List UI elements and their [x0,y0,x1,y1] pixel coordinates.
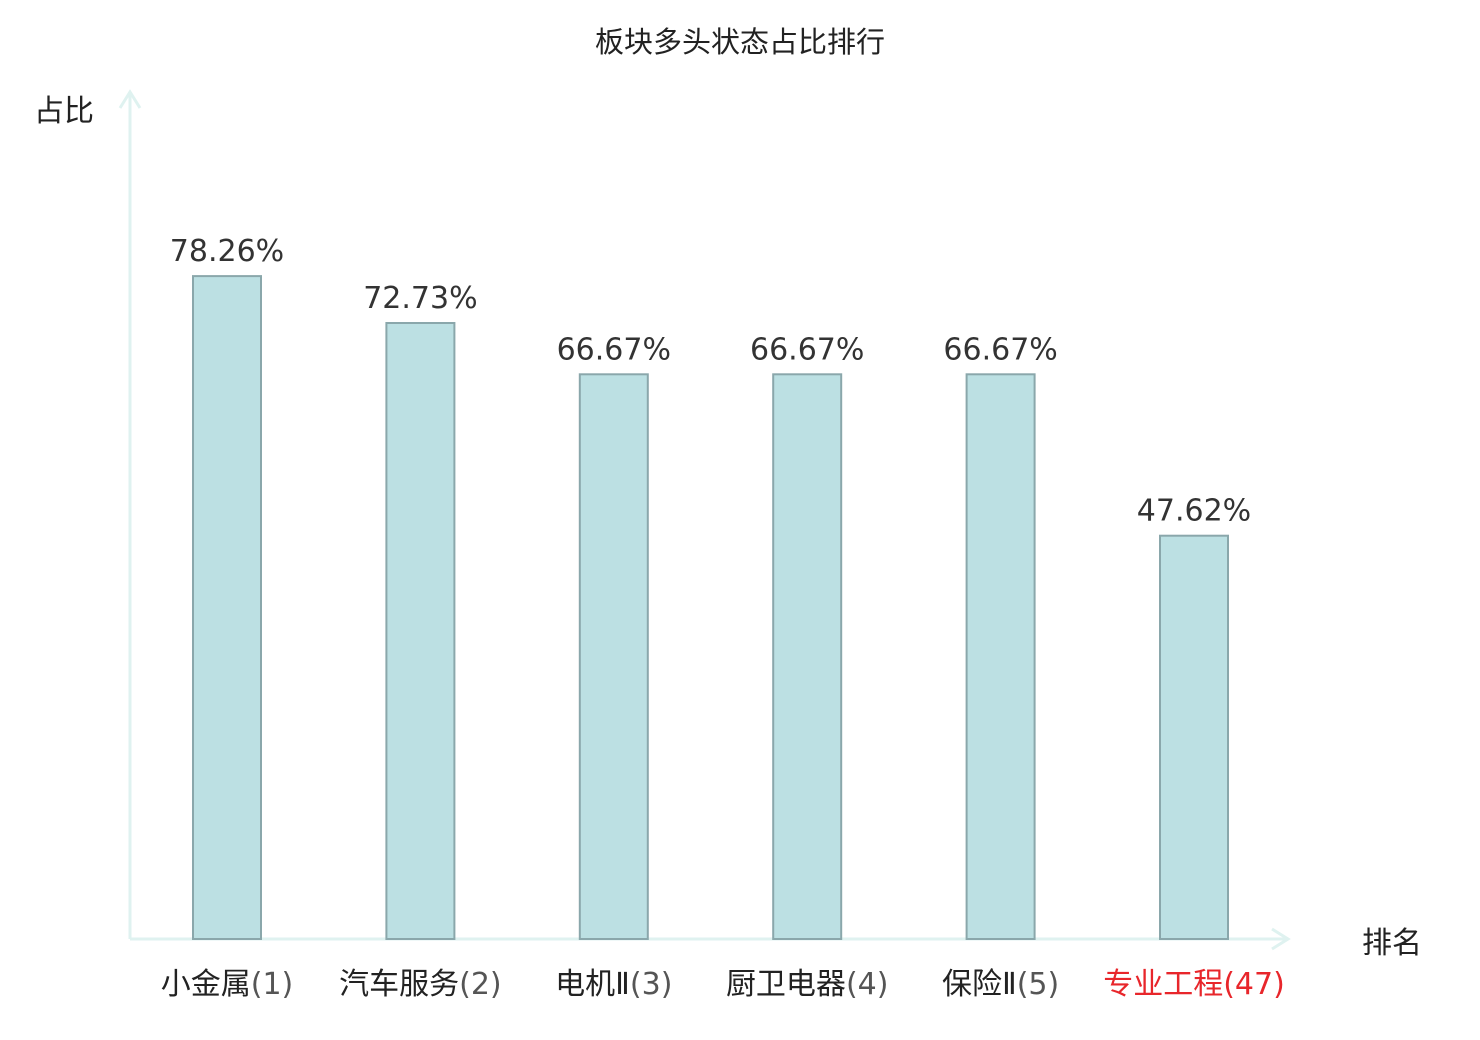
category-name: 专业工程 [1103,967,1223,1002]
x-tick-label-1: 小金属(1) [161,967,294,1002]
bar-5 [965,373,1036,940]
x-tick-label-4: 厨卫电器(4) [726,967,889,1002]
category-name: 电机Ⅱ [555,967,630,1002]
category-rank: (1) [251,967,294,1002]
bar-3 [578,373,649,940]
data-label-5: 66.67% [943,332,1057,367]
value-labels-group: 78.26% 72.73% 66.67% 66.67% 66.67% 47.62% [170,234,1251,529]
data-label-4: 66.67% [750,332,864,367]
bar-6 [1159,534,1229,940]
x-tick-label-6: 专业工程(47) [1103,967,1285,1002]
bar-2 [385,322,456,940]
x-axis-label: 排名 [1362,926,1422,961]
category-rank: (3) [630,967,673,1002]
bar-1 [192,275,262,941]
category-rank: (5) [1017,967,1060,1002]
category-rank: (4) [846,967,889,1002]
bars-group [192,275,1229,941]
data-label-6: 47.62% [1137,494,1251,529]
y-axis-label: 占比 [34,94,94,129]
x-axis-arrowhead [1271,927,1291,951]
category-name: 厨卫电器 [726,967,846,1002]
chart-title: 板块多头状态占比排行 [595,25,885,59]
axes [118,89,1291,951]
category-name: 小金属 [161,967,251,1002]
bar-4 [772,373,843,940]
data-label-1: 78.26% [170,234,284,269]
x-tick-label-5: 保险Ⅱ(5) [942,967,1059,1002]
x-tick-label-3: 电机Ⅱ(3) [555,967,672,1002]
category-rank: (2) [459,967,502,1002]
category-rank: (47) [1223,967,1285,1002]
x-tick-label-2: 汽车服务(2) [339,967,502,1002]
y-axis-arrowhead [118,89,142,109]
data-label-3: 66.67% [557,332,671,367]
data-label-2: 72.73% [363,281,477,316]
category-name: 保险Ⅱ [942,967,1017,1002]
category-name: 汽车服务 [339,967,459,1002]
category-labels-group: 小金属(1) 汽车服务(2) 电机Ⅱ(3) 厨卫电器(4) 保险Ⅱ(5) 专业工程(47) [161,967,1285,1002]
